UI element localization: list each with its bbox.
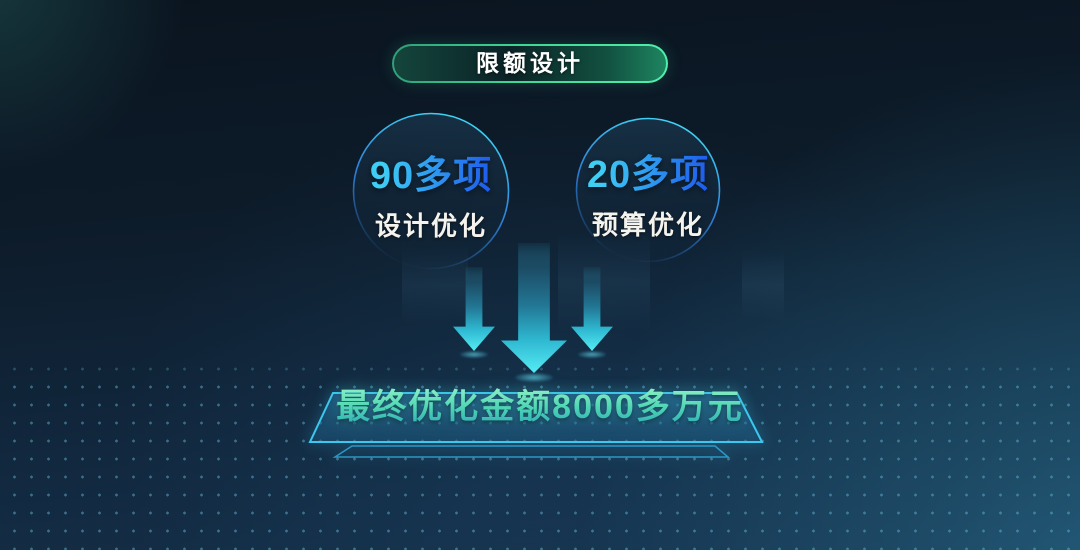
light-streak: [742, 250, 784, 320]
arrow-reflection: [515, 373, 553, 382]
down-arrow-icon: [571, 267, 613, 351]
result-platform: [308, 392, 764, 458]
title-badge: 限额设计: [392, 44, 668, 83]
stat-value: 90多项: [370, 144, 492, 199]
down-arrow-icon: [453, 267, 495, 351]
arrow-reflection: [578, 351, 606, 358]
result-label: 最终优化金额8000多万元: [295, 386, 785, 428]
stat-value: 20多项: [587, 143, 709, 198]
title-badge-label: 限额设计: [476, 50, 584, 76]
stat-circle-design: 90多项 设计优化: [352, 112, 510, 270]
stat-content: 90多项 设计优化: [352, 112, 510, 270]
down-arrow-icon: [501, 243, 567, 373]
circle-ring-icon: [575, 117, 721, 263]
stat-circle-budget: 20多项 预算优化: [575, 117, 721, 263]
stat-content: 20多项 预算优化: [575, 117, 721, 263]
arrow-reflection: [460, 351, 488, 358]
stat-label: 设计优化: [374, 210, 487, 241]
circle-ring-icon: [352, 112, 510, 270]
stat-label: 预算优化: [591, 209, 704, 240]
